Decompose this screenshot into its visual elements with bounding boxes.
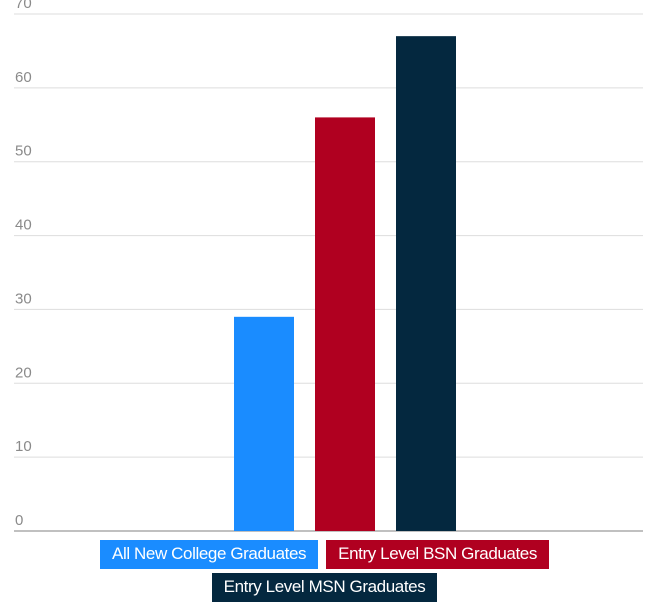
legend-item: Entry Level MSN Graduates: [211, 573, 438, 602]
y-tick-label: 30: [15, 290, 32, 307]
y-tick-label: 0: [15, 512, 23, 529]
legend-item: All New College Graduates: [100, 540, 319, 569]
y-tick-label: 10: [15, 438, 32, 455]
bar: [396, 36, 456, 532]
y-tick-label: 50: [15, 143, 32, 160]
y-tick-label: 20: [15, 364, 32, 381]
legend-item: Entry Level BSN Graduates: [326, 540, 549, 569]
chart-legend: All New College Graduates Entry Level BSN…: [0, 540, 649, 602]
bar: [234, 316, 294, 531]
bar: [315, 117, 375, 532]
y-tick-label: 40: [15, 217, 32, 234]
y-tick-label: 70: [15, 0, 32, 12]
y-tick-label: 60: [15, 69, 32, 86]
